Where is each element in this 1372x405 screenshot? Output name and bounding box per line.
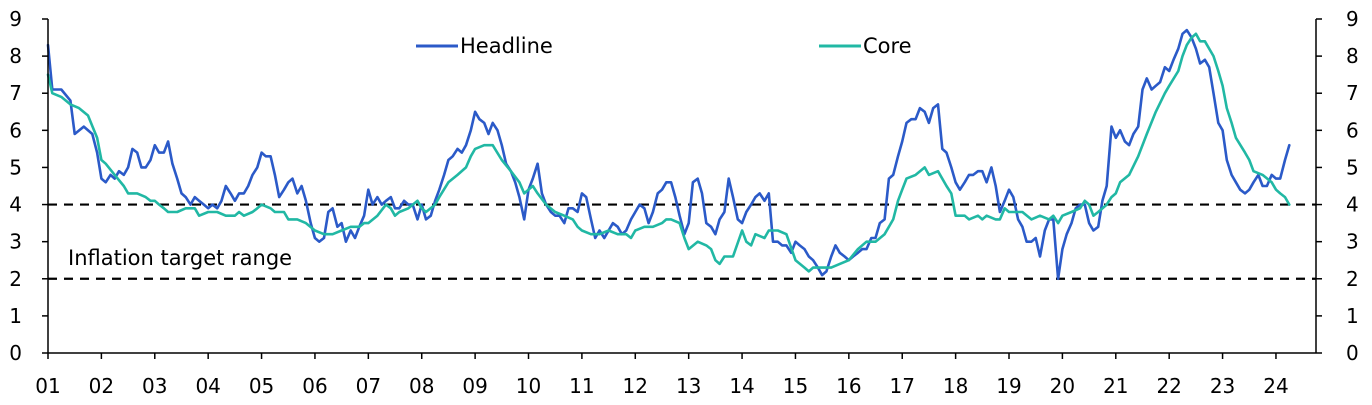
x-tick-label: 03 <box>142 374 167 398</box>
x-tick-label: 13 <box>676 374 701 398</box>
y-tick-label-left: 9 <box>9 7 22 31</box>
y-tick-label-right: 7 <box>1346 81 1359 105</box>
y-tick-label-right: 4 <box>1346 193 1359 217</box>
inflation-target-range-annotation: Inflation target range <box>68 246 292 270</box>
y-tick-label-left: 0 <box>9 341 22 365</box>
y-tick-label-right: 3 <box>1346 230 1359 254</box>
x-tick-label: 04 <box>195 374 220 398</box>
axes-group <box>47 19 1317 354</box>
y-tick-label-left: 2 <box>9 267 22 291</box>
x-tick-label: 20 <box>1050 374 1075 398</box>
x-tick-label: 05 <box>249 374 274 398</box>
x-tick-label: 14 <box>729 374 754 398</box>
x-tick-label: 24 <box>1263 374 1288 398</box>
x-tick-label: 07 <box>356 374 381 398</box>
series-group <box>46 28 1291 281</box>
x-tick-label: 17 <box>890 374 915 398</box>
x-tick-label: 18 <box>943 374 968 398</box>
x-tick-label: 02 <box>89 374 114 398</box>
y-tick-label-left: 4 <box>9 193 22 217</box>
reference-lines-group <box>48 203 1316 280</box>
x-tick-label: 16 <box>836 374 861 398</box>
series-line-core <box>46 32 1291 273</box>
x-tick-label: 22 <box>1156 374 1181 398</box>
x-tick-label: 09 <box>462 374 487 398</box>
y-tick-label-right: 6 <box>1346 118 1359 142</box>
x-tick-label: 01 <box>35 374 60 398</box>
x-tick-label: 11 <box>569 374 594 398</box>
x-tick-label: 06 <box>302 374 327 398</box>
y-tick-label-left: 1 <box>9 304 22 328</box>
y-tick-label-left: 8 <box>9 44 22 68</box>
legend-label-headline: Headline <box>460 34 553 58</box>
x-tick-label: 15 <box>783 374 808 398</box>
y-tick-label-left: 6 <box>9 118 22 142</box>
y-tick-label-right: 9 <box>1346 7 1359 31</box>
legend-group: Headline Core <box>416 34 912 58</box>
y-tick-label-right: 5 <box>1346 155 1359 179</box>
y-tick-label-right: 8 <box>1346 44 1359 68</box>
x-tick-label: 19 <box>996 374 1021 398</box>
y-tick-label-right: 2 <box>1346 267 1359 291</box>
x-tick-label: 08 <box>409 374 434 398</box>
x-tick-label: 23 <box>1210 374 1235 398</box>
series-line-headline <box>46 28 1291 281</box>
y-tick-label-left: 5 <box>9 155 22 179</box>
x-tick-label: 12 <box>623 374 648 398</box>
y-tick-label-right: 1 <box>1346 304 1359 328</box>
x-tick-label: 10 <box>516 374 541 398</box>
y-tick-label-right: 0 <box>1346 341 1359 365</box>
ticks-group: 0 01 12 23 34 45 56 67 78 89 901 02 03 04 05 06 07 08 09 10… <box>9 7 1358 398</box>
legend-label-core: Core <box>863 34 912 58</box>
y-tick-label-left: 3 <box>9 230 22 254</box>
x-tick-label: 21 <box>1103 374 1128 398</box>
y-tick-label-left: 7 <box>9 81 22 105</box>
